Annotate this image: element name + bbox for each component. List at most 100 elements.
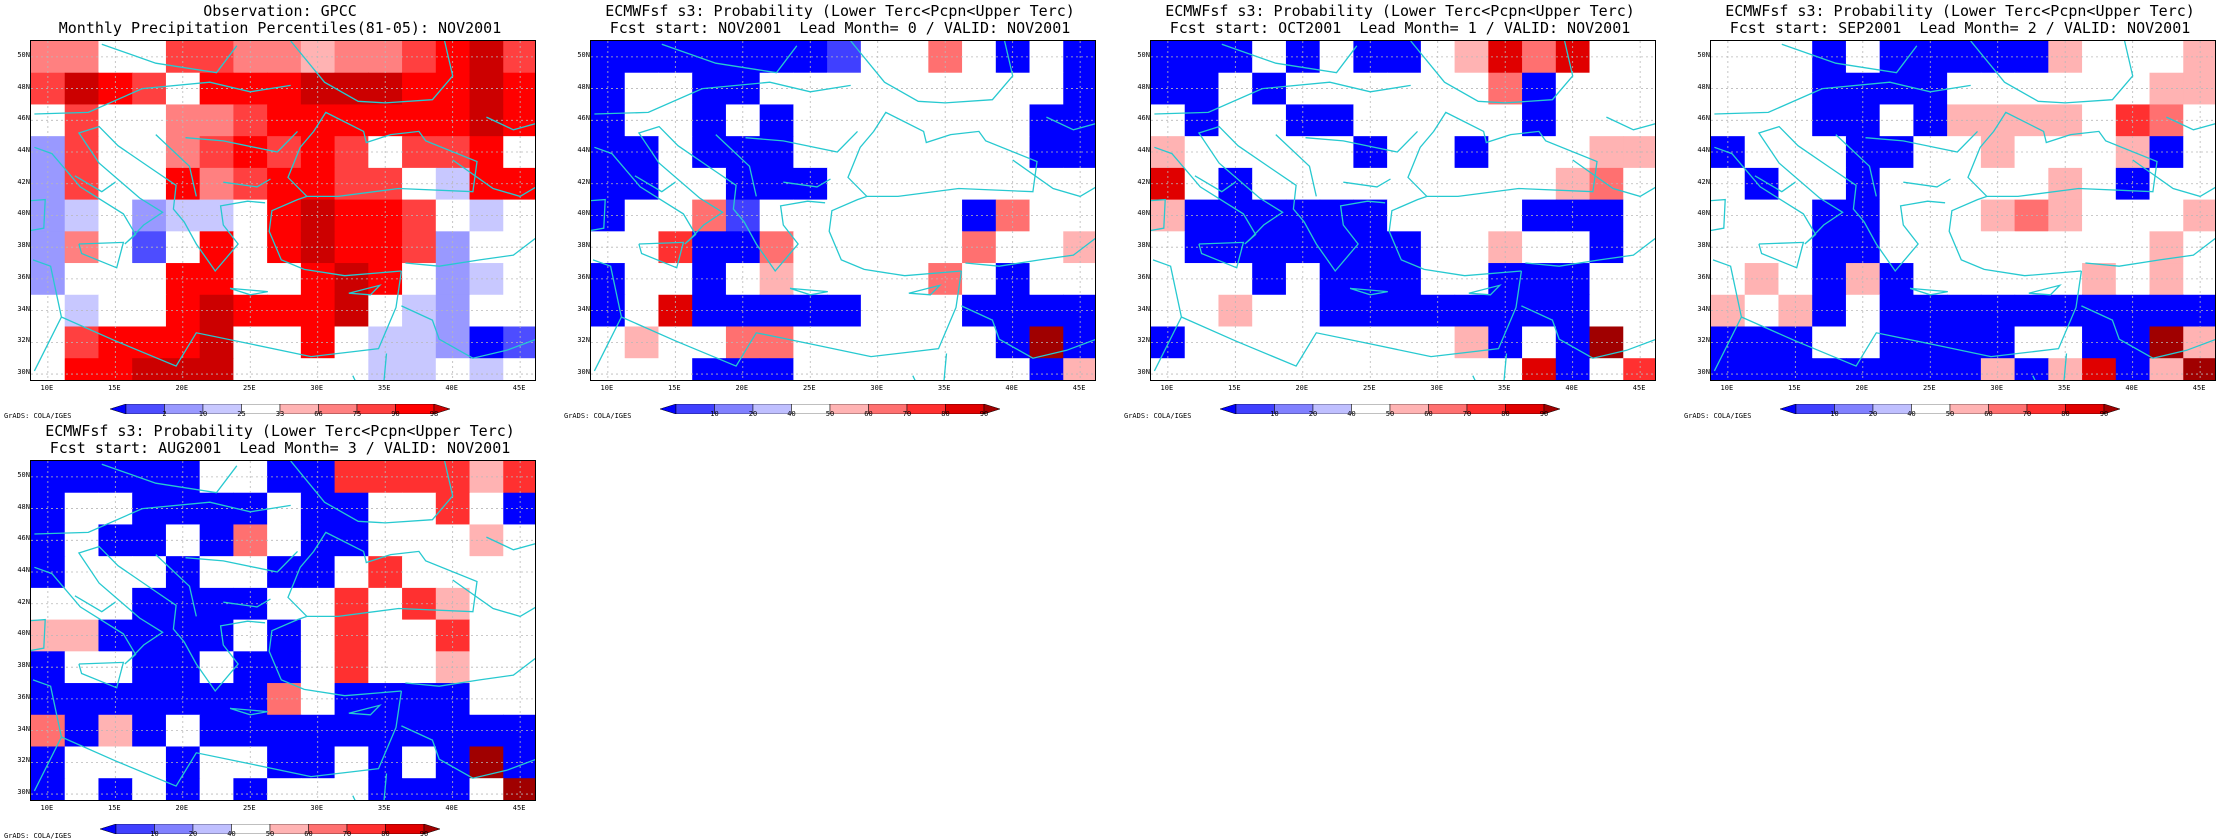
colorbar-low-arrow	[659, 403, 677, 415]
grid-cell	[64, 778, 99, 800]
coastline	[401, 305, 535, 359]
lon-tick-label: 40E	[1565, 384, 1578, 392]
grid-cell	[199, 778, 234, 800]
grid-cell	[503, 72, 535, 105]
grid-cell	[503, 136, 535, 169]
lat-tick-label: 44N	[17, 566, 30, 575]
grid-cell	[1063, 167, 1095, 201]
coastline	[155, 134, 197, 197]
lon-tick-label: 30E	[1430, 384, 1444, 392]
colorbar-high-arrow	[1543, 403, 1561, 415]
lat-tick-label: 30N	[17, 788, 30, 797]
lat-tick-label: 40N	[17, 629, 30, 638]
map-svg	[31, 41, 535, 380]
coastline	[2132, 159, 2215, 198]
colorbar-low-arrow	[99, 823, 117, 835]
colorbar-label: 20	[188, 830, 198, 838]
lon-tick-label: 15E	[1228, 384, 1241, 392]
map-svg	[1151, 41, 1655, 380]
grid-cell	[300, 358, 336, 380]
coastline	[1521, 305, 1655, 359]
grads-credit: GrADS: COLA/IGES	[1124, 412, 1192, 420]
colorbar-label: 50	[1945, 410, 1955, 418]
colorbar-label: 70	[1462, 410, 1472, 418]
coastline	[185, 130, 298, 153]
grid-cell	[503, 263, 535, 296]
coastline	[1525, 237, 1655, 267]
colorbar-label: 10	[198, 410, 208, 418]
grid-cell	[503, 294, 535, 327]
grid-cell	[1319, 358, 1354, 380]
colorbar	[109, 399, 451, 415]
colorbar-label: 90	[391, 410, 400, 418]
coastline	[592, 259, 623, 372]
grid-cell	[435, 778, 471, 800]
grid-cell	[1063, 358, 1095, 380]
lon-tick-label: 15E	[1788, 384, 1801, 392]
grid-cell	[1454, 358, 1489, 380]
grid-cell	[1913, 358, 1948, 380]
coastline	[383, 773, 388, 800]
coastline	[2081, 305, 2215, 359]
lat-tick-label: 50N	[577, 50, 590, 59]
grid-cell	[1589, 358, 1624, 380]
lat-tick-label: 46N	[577, 114, 590, 123]
coastline	[1909, 287, 1948, 296]
lat-tick-label: 44N	[1137, 146, 1150, 155]
lat-tick-label: 50N	[17, 470, 30, 479]
map-plot-area	[30, 40, 536, 381]
coastline	[31, 198, 46, 232]
grid-cell	[1063, 326, 1095, 359]
coastline	[268, 531, 478, 697]
coastline	[1754, 175, 1796, 193]
grid-cell	[1420, 358, 1456, 380]
grid-cell	[402, 778, 437, 800]
coastline	[2085, 237, 2215, 267]
coastline	[32, 259, 63, 372]
coastline	[1151, 198, 1166, 232]
coastline	[591, 198, 606, 232]
lon-tick-label: 20E	[735, 384, 749, 392]
coastline	[1741, 270, 2083, 367]
grads-credit: GrADS: COLA/IGES	[4, 412, 72, 420]
lat-tick-label: 42N	[17, 597, 30, 606]
lon-tick-label: 25E	[1922, 384, 1936, 392]
panel-subtitle: Fcst start: NOV2001 Lead Month= 0 / VALI…	[609, 19, 1071, 37]
grid-cell	[827, 358, 862, 380]
grid-cell	[165, 778, 201, 800]
grid-cell	[759, 358, 794, 380]
coastline	[452, 579, 535, 618]
grid-cell	[1623, 199, 1655, 232]
grid-cell	[31, 778, 66, 800]
colorbar-low-arrow	[1779, 403, 1797, 415]
grid-cell	[995, 358, 1031, 380]
lat-tick-label: 38N	[1697, 241, 1710, 250]
coastline	[1198, 241, 1245, 269]
lon-tick-label: 45E	[512, 804, 526, 812]
grid-cell	[1063, 136, 1095, 169]
grid-cell	[1623, 167, 1655, 201]
lat-tick-label: 32N	[17, 336, 30, 345]
panel-title: Observation: GPCC	[203, 2, 357, 20]
coastline	[1572, 159, 1655, 198]
grid-cell	[1522, 358, 1557, 380]
lat-tick-label: 30N	[17, 368, 30, 377]
lat-tick-label: 34N	[577, 304, 590, 313]
coastline	[1468, 284, 1502, 296]
grid-cell	[2183, 199, 2215, 232]
lon-tick-label: 40E	[1005, 384, 1018, 392]
panel-title: ECMWFsf s3: Probability (Lower Terc<Pcpn…	[605, 2, 1075, 20]
grid-cell	[132, 778, 167, 800]
grid-cell	[503, 714, 535, 747]
grid-cell	[503, 587, 535, 621]
coastline	[1714, 81, 1971, 115]
lon-tick-label: 40E	[445, 804, 458, 812]
grid-cell	[503, 778, 535, 800]
grid-cell	[98, 358, 133, 380]
coastline	[1410, 41, 1574, 104]
grid-cell	[267, 358, 302, 380]
coastline	[1152, 259, 1183, 372]
coastline	[2028, 284, 2062, 296]
grid-cell	[2183, 326, 2215, 359]
coastline	[1275, 134, 1317, 197]
